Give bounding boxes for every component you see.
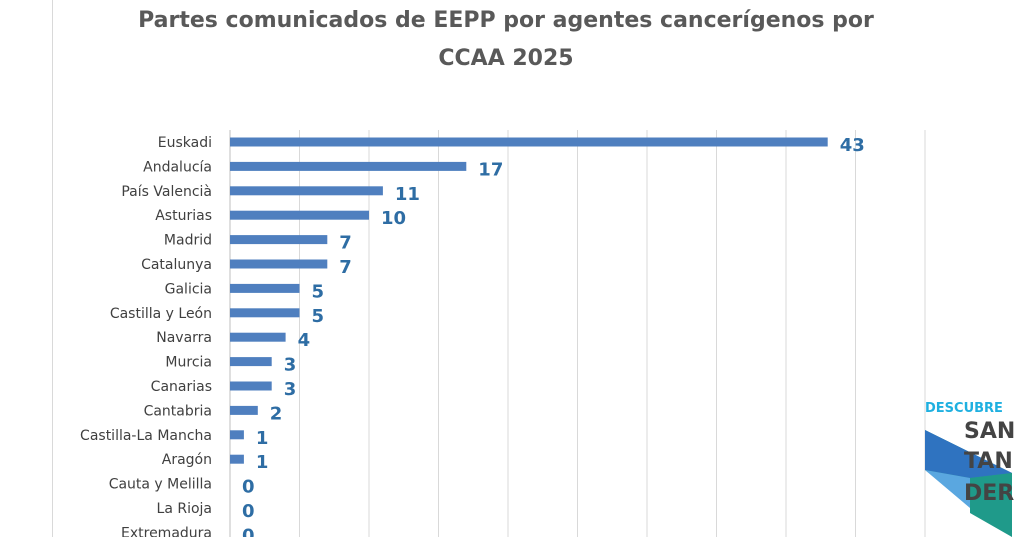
bar — [230, 430, 244, 440]
bar — [230, 161, 467, 171]
descubre-santander-logo: DESCUBRE SAN TAN DER — [925, 401, 1015, 537]
bar — [230, 210, 369, 220]
data-label: 11 — [395, 184, 420, 205]
data-label: 5 — [312, 281, 325, 302]
category-label: País Valencià — [121, 184, 212, 200]
bar — [230, 308, 300, 318]
category-label: Galicia — [165, 281, 212, 297]
category-label: Andalucía — [143, 159, 212, 175]
category-label: Castilla y León — [110, 306, 212, 322]
data-label: 1 — [256, 428, 269, 449]
data-label: 3 — [284, 355, 297, 376]
category-label: Catalunya — [141, 257, 212, 273]
category-label: Madrid — [164, 233, 212, 249]
category-label: Canarias — [151, 379, 212, 395]
data-label: 1 — [256, 452, 269, 473]
bar — [230, 332, 286, 342]
bar — [230, 259, 328, 269]
bar — [230, 357, 272, 367]
logo-descubre: DESCUBRE — [925, 401, 1003, 416]
bar — [230, 405, 258, 415]
bar — [230, 235, 328, 245]
category-label: Navarra — [156, 330, 212, 346]
category-label: Cauta y Melilla — [109, 477, 212, 493]
logo-der: DER — [964, 481, 1014, 506]
category-label: Aragón — [162, 452, 212, 468]
bar — [230, 137, 828, 147]
category-label: Asturias — [155, 208, 212, 224]
bar — [230, 186, 383, 196]
category-label: Cantabria — [144, 403, 212, 419]
data-label: 4 — [298, 330, 311, 351]
category-label: Euskadi — [158, 135, 212, 151]
category-label: Murcia — [165, 355, 212, 371]
data-label: 17 — [478, 159, 503, 180]
data-label: 3 — [284, 379, 297, 400]
category-label: Extremadura — [121, 525, 212, 537]
category-label: La Rioja — [157, 501, 212, 517]
logo-san: SAN — [964, 419, 1015, 444]
data-label: 43 — [840, 135, 865, 156]
data-label: 0 — [242, 525, 255, 537]
chart-title: Partes comunicados de EEPP por agentes c… — [138, 8, 874, 71]
data-label: 7 — [339, 257, 352, 278]
bar — [230, 381, 272, 391]
logo-tan: TAN — [964, 449, 1013, 474]
frame-divider — [52, 0, 53, 537]
data-label: 0 — [242, 477, 255, 498]
bar — [230, 454, 244, 464]
category-label: Castilla-La Mancha — [80, 428, 212, 444]
data-label: 10 — [381, 208, 406, 229]
data-label: 2 — [270, 403, 283, 424]
data-label: 0 — [242, 501, 255, 522]
bar — [230, 283, 300, 293]
data-label: 7 — [339, 233, 352, 254]
data-label: 5 — [312, 306, 325, 327]
